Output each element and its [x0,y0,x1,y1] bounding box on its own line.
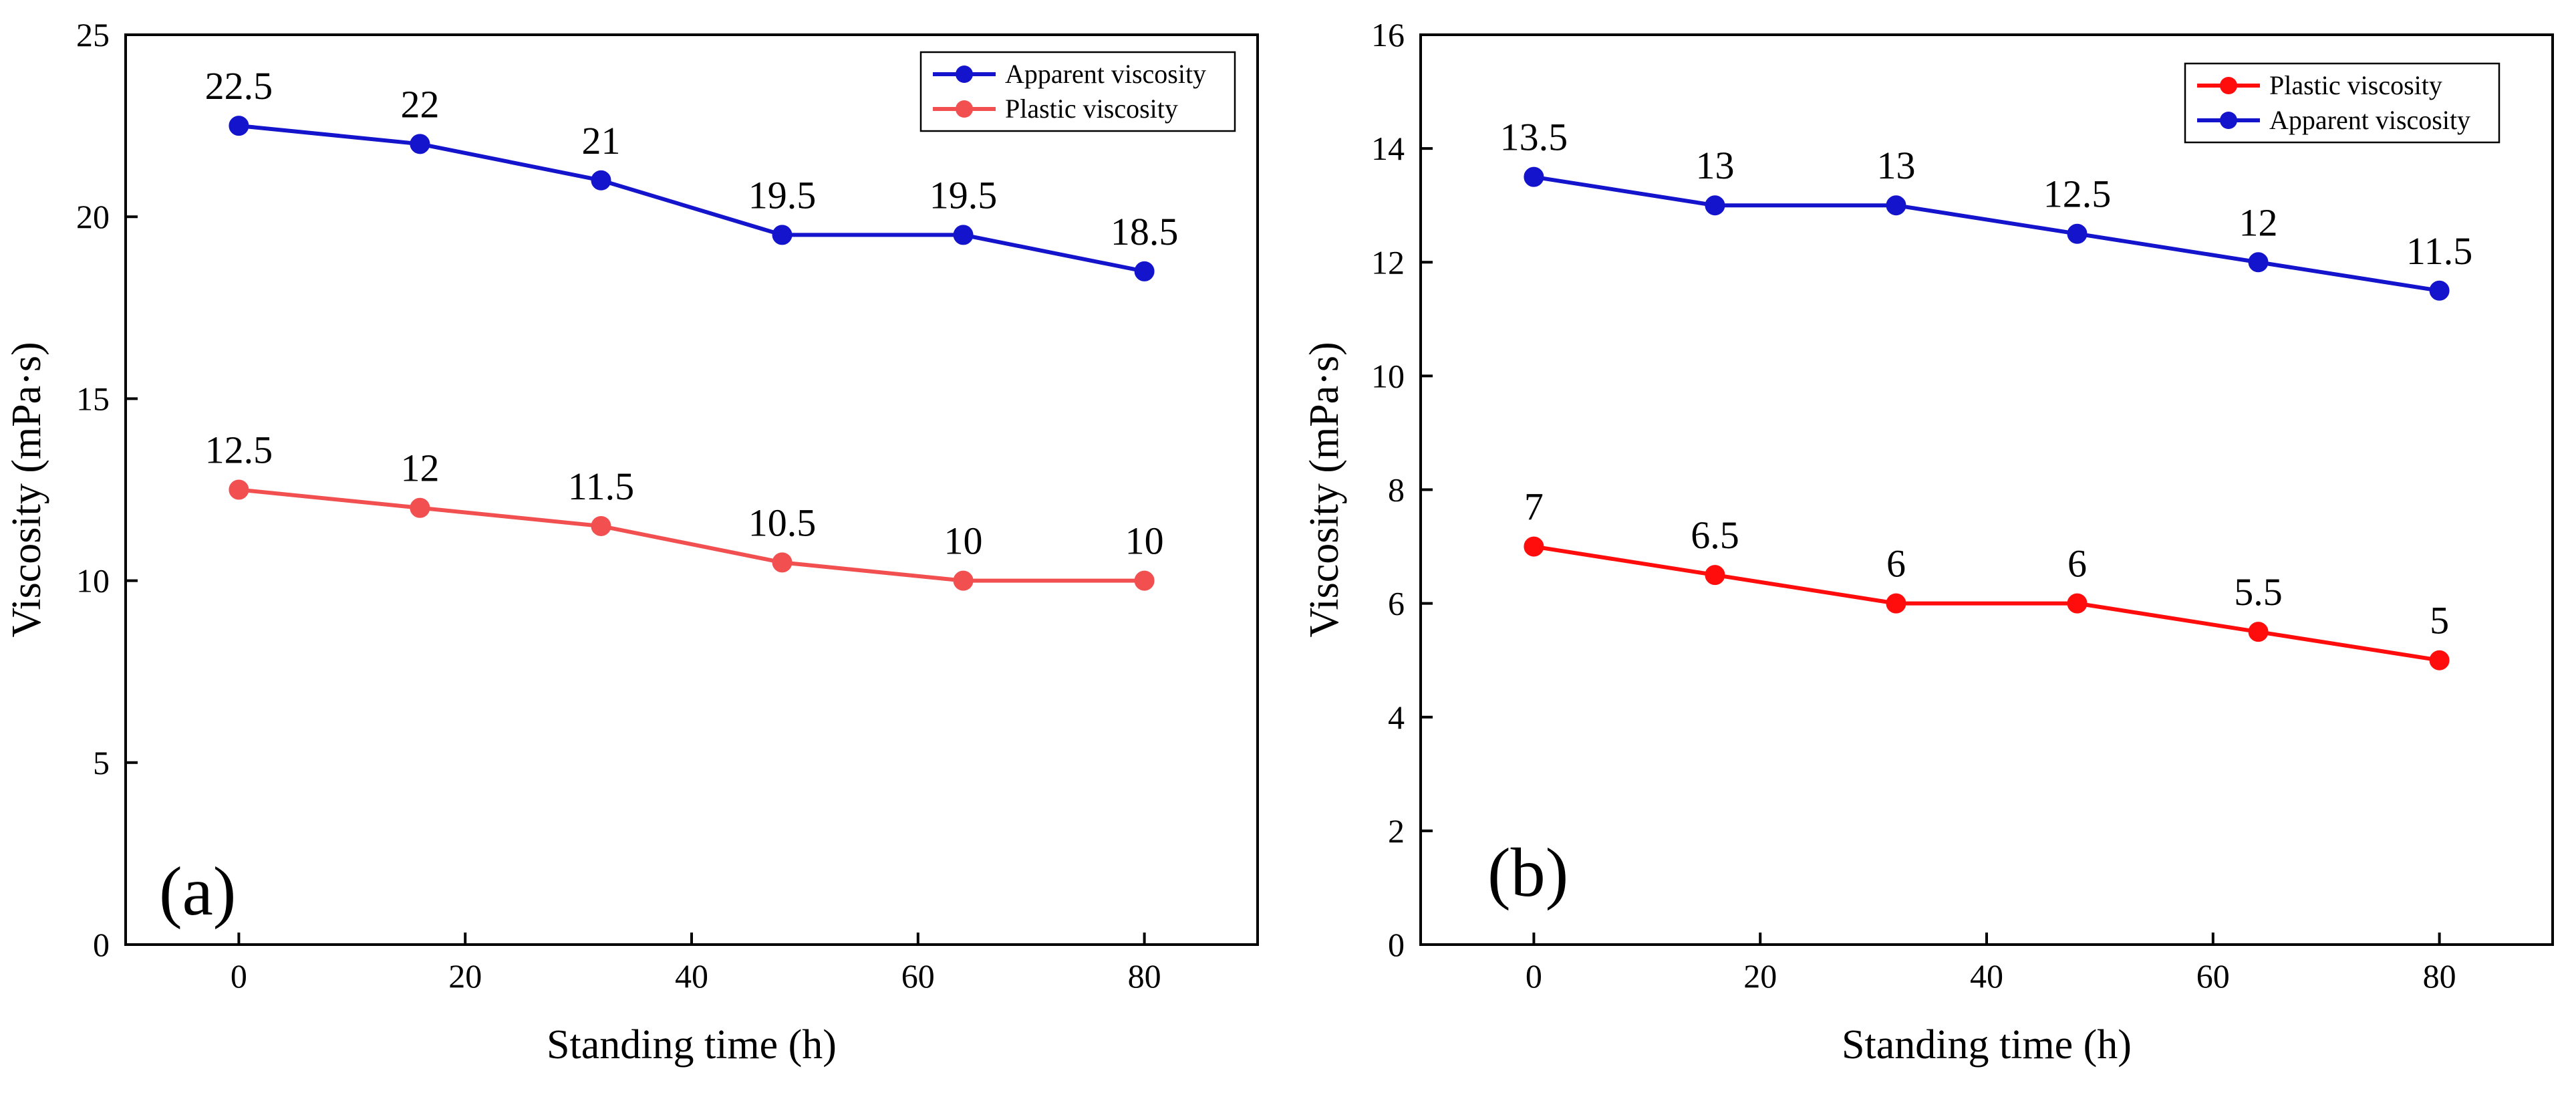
data-point [2248,622,2269,642]
series-line [239,487,1145,583]
legend-label: Plastic viscosity [1005,94,1178,124]
x-tick-label: 80 [2423,957,2456,995]
chart-panel-b: 0 20 40 60 80 0 2 4 6 8 10 12 14 16 Standing time (h) V… [1302,16,2554,1068]
data-label: 10 [944,519,983,563]
data-label: 12 [2239,201,2278,244]
data-point [229,116,249,136]
legend-marker [2220,77,2237,94]
data-point [410,497,430,518]
y-tick-label: 10 [1371,357,1405,394]
plot-frame [1419,33,2554,946]
data-point [1134,261,1155,281]
x-tick-label: 40 [675,957,708,995]
data-point [410,134,430,154]
data-point [2067,593,2088,614]
y-tick-label: 0 [93,926,110,963]
x-tick-label: 60 [2196,957,2230,995]
data-label: 6.5 [1691,513,1739,557]
legend-label: Plastic viscosity [2269,70,2442,100]
data-label: 22.5 [205,64,273,108]
panel-label: (a) [159,853,236,930]
data-label: 13 [1876,144,1915,187]
series-line [239,124,1145,273]
x-axis-title: Standing time (h) [547,1022,837,1068]
y-tick-label: 20 [76,198,110,235]
x-tick-label: 20 [448,957,482,995]
data-point [953,570,974,591]
data-point [1886,195,1906,216]
x-tick-label: 0 [231,957,247,995]
data-point [2429,650,2450,671]
data-point [1705,195,1725,216]
x-tick-label: 40 [1970,957,2003,995]
data-point [591,515,611,536]
data-point [953,225,974,245]
data-label: 12.5 [205,429,273,472]
panel-label: (b) [1487,834,1568,911]
data-point [1705,565,1725,586]
y-tick-label: 5 [93,744,110,781]
y-tick-label: 12 [1371,243,1405,281]
legend-label: Apparent viscosity [2269,105,2470,135]
x-tick-label: 20 [1743,957,1777,995]
series-line [1533,174,2440,293]
y-tick-label: 10 [76,562,110,600]
chart-panel-a: 0 20 40 60 80 0 5 10 15 20 25 Standing time (h) Visc… [4,16,1259,1068]
data-point [229,479,249,500]
legend-marker [2220,112,2237,129]
y-axis-title: Viscosity (mPa·s) [1302,342,1347,637]
data-label: 5.5 [2234,570,2283,614]
y-tick-label: 8 [1388,471,1405,509]
data-point [2248,252,2269,273]
data-label: 12 [400,447,439,490]
data-label: 6 [2067,542,2087,586]
data-label: 13 [1695,144,1734,187]
data-point [1524,536,1544,557]
data-point [1524,166,1544,187]
y-tick-label: 25 [76,16,110,53]
x-tick-label: 0 [1526,957,1542,995]
data-label: 13.5 [1500,116,1568,159]
data-point [2429,280,2450,301]
data-label: 6 [1886,542,1906,586]
data-point [2067,223,2088,244]
data-label: 18.5 [1111,210,1179,253]
y-tick-label: 14 [1371,130,1405,167]
legend-label: Apparent viscosity [1005,59,1206,89]
data-label: 19.5 [748,173,817,217]
data-point [772,225,793,245]
x-axis-title: Standing time (h) [1842,1022,2132,1068]
y-tick-label: 0 [1388,926,1405,963]
data-label: 11.5 [568,465,634,508]
y-tick-label: 16 [1371,16,1405,53]
x-tick-label: 80 [1128,957,1161,995]
data-label: 22 [400,82,439,126]
y-tick-label: 4 [1388,699,1405,736]
data-point [591,170,611,191]
data-point [1134,570,1155,591]
legend-marker [956,100,973,118]
legend-marker [956,66,973,83]
data-point [772,552,793,573]
data-label: 10 [1125,519,1164,563]
y-tick-label: 15 [76,380,110,417]
series-line [1533,544,2440,662]
data-label: 5 [2430,599,2449,642]
data-label: 19.5 [929,173,998,217]
data-label: 11.5 [2406,229,2472,273]
y-tick-label: 2 [1388,812,1405,850]
data-label: 12.5 [2043,172,2112,216]
y-axis-title: Viscosity (mPa·s) [4,342,49,637]
data-point [1886,593,1906,614]
legend-box [2184,62,2500,144]
data-label: 7 [1524,485,1544,529]
legend-box [919,51,1236,132]
plot-frame [124,33,1259,946]
x-tick-label: 60 [901,957,935,995]
data-label: 21 [581,119,620,162]
data-label: 10.5 [748,501,817,544]
y-tick-label: 6 [1388,585,1405,622]
